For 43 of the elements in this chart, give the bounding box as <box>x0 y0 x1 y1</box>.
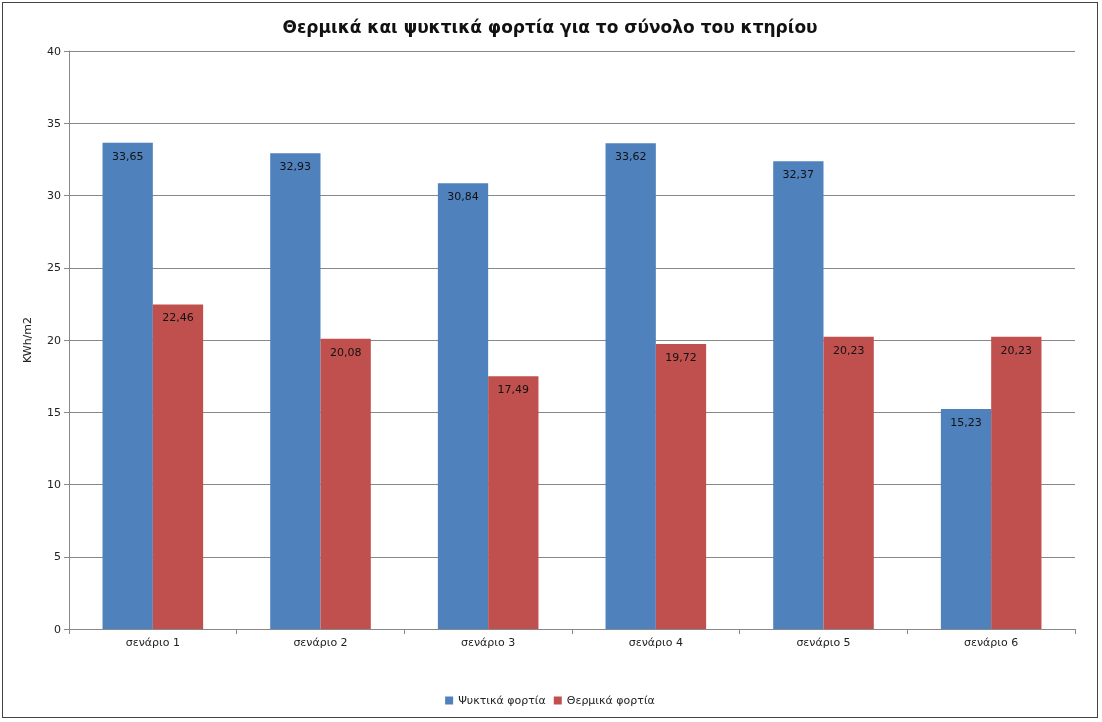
data-label: 15,23 <box>950 415 982 429</box>
bar <box>437 183 489 629</box>
data-label: 19,72 <box>665 351 697 365</box>
bar <box>270 153 321 629</box>
bar <box>488 376 539 629</box>
bar <box>773 161 824 629</box>
y-tick-label: 5 <box>54 550 61 564</box>
data-label: 33,62 <box>614 150 647 164</box>
data-label: 30,84 <box>447 190 479 204</box>
bar <box>991 336 1042 629</box>
data-label: 22,46 <box>162 311 194 325</box>
x-tick-label: σενάριο 4 <box>628 636 683 649</box>
data-label: 33,65 <box>111 149 144 163</box>
y-tick-label: 25 <box>47 261 61 275</box>
bar <box>655 344 707 629</box>
x-tick-label: σενάριο 5 <box>796 636 851 649</box>
y-tick-label: 0 <box>54 622 61 636</box>
data-label: 20,23 <box>1000 343 1033 357</box>
x-tick-label: σενάριο 1 <box>125 636 180 649</box>
data-label: 20,23 <box>832 343 865 357</box>
bar <box>605 143 656 629</box>
y-tick-label: 40 <box>47 44 61 58</box>
y-tick-label: 35 <box>47 116 61 130</box>
y-axis-title: KWh/m2 <box>21 316 34 364</box>
data-label: 32,37 <box>782 168 815 182</box>
y-tick-label: 20 <box>47 333 61 347</box>
x-tick-label: σενάριο 6 <box>964 636 1019 649</box>
data-label: 32,93 <box>279 160 312 174</box>
y-tick-label: 15 <box>47 405 61 419</box>
chart-title: Θερμικά και ψυκτικά φορτία για το σύνολο του κτηρίου <box>282 16 818 37</box>
legend-label: Ψυκτικά φορτία <box>458 694 546 707</box>
y-tick-label: 10 <box>47 478 61 491</box>
bar <box>940 408 992 629</box>
x-tick-label: σενάριο 3 <box>461 636 516 649</box>
bar <box>320 338 371 629</box>
y-tick-label: 30 <box>47 189 61 202</box>
bar <box>823 336 874 629</box>
bar <box>152 304 204 629</box>
x-tick-label: σενάριο 2 <box>293 636 348 649</box>
bar <box>102 142 153 629</box>
legend-label: Θερμικά φορτία <box>566 694 655 707</box>
data-label: 20,08 <box>329 345 362 359</box>
data-label: 17,49 <box>497 383 530 397</box>
